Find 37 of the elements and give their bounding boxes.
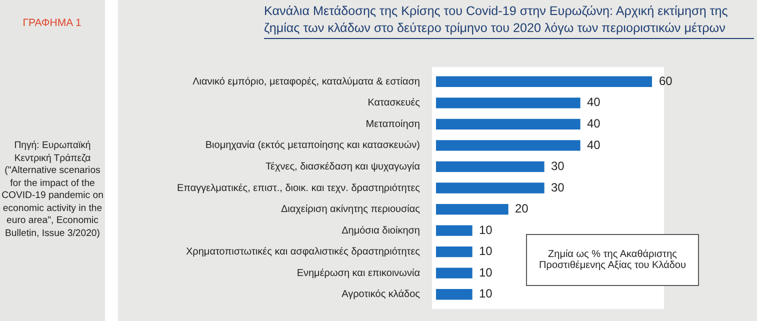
y-tick-label: Δημόσια διοίκηση	[342, 225, 420, 236]
y-tick-label: Επαγγελματικές, επιστ., διοικ. και τεχν. δραστηριότητες	[176, 182, 420, 194]
data-label: 10	[479, 222, 493, 237]
y-tick-label: Αγροτικός κλάδος	[342, 289, 420, 300]
bar	[436, 161, 544, 172]
bar	[436, 289, 472, 300]
data-label: 30	[551, 159, 565, 174]
note-box: Ζημία ως % της Ακαθάριστης Προστιθέμενης Αξίας του Κλάδου	[526, 234, 699, 286]
bar	[436, 268, 472, 278]
bar	[436, 246, 472, 258]
bar	[436, 204, 508, 215]
y-tick-label: Διαχείριση ακίνητης περιουσίας	[281, 204, 420, 216]
bar	[436, 98, 580, 108]
y-tick-label: Λιανικό εμπόριο, μεταφορές, καταλύματα & εστίαση	[192, 76, 420, 88]
bar	[436, 225, 472, 236]
y-tick-label: Κατασκευές	[368, 98, 420, 109]
data-label: 40	[587, 95, 601, 110]
text: ΓΡΑΦΗΜΑ 1	[22, 17, 82, 29]
data-label: 60	[659, 74, 673, 88]
data-label: 10	[479, 265, 493, 280]
bar	[436, 76, 652, 87]
y-tick-label: Τέχνες, διασκέδαση και ψυχαγωγία	[266, 161, 420, 172]
chart-title: Κανάλια Μετάδοσης της Κρίσης του Covid-19 στην Ευρωζώνη: Αρχική εκτίμηση της ζημίας των κλάδων στο δεύτερο τρίμηνο του 2020 λόγω των περιοριστικών μέτρων	[264, 3, 754, 39]
y-tick-label: Μεταποίηση	[366, 118, 420, 130]
bar	[436, 118, 580, 130]
data-label: 30	[551, 180, 565, 194]
data-label: 40	[587, 116, 601, 130]
bar	[436, 140, 580, 151]
y-tick-label: Χρηματοπιστωτικές και ασφαλιστικές δραστηριότητες	[186, 246, 420, 258]
data-label: 20	[515, 202, 529, 216]
data-label: 40	[587, 138, 601, 152]
text: Πηγή: Ευρωπαϊκή Κεντρική Τράπεζα ("Alternative scenarios for the impact of the COVID-19 pandemic on economic activity in the euro area", Economic Bulletin, Issue 3/2020)	[0, 140, 104, 240]
data-label: 10	[479, 244, 493, 258]
y-tick-label: Ενημέρωση και επικοινωνία	[296, 268, 420, 279]
data-label: 10	[479, 286, 493, 301]
y-tick-label: Βιομηχανία (εκτός μεταποίησης και κατασκευών)	[205, 140, 420, 152]
bar	[436, 182, 544, 194]
